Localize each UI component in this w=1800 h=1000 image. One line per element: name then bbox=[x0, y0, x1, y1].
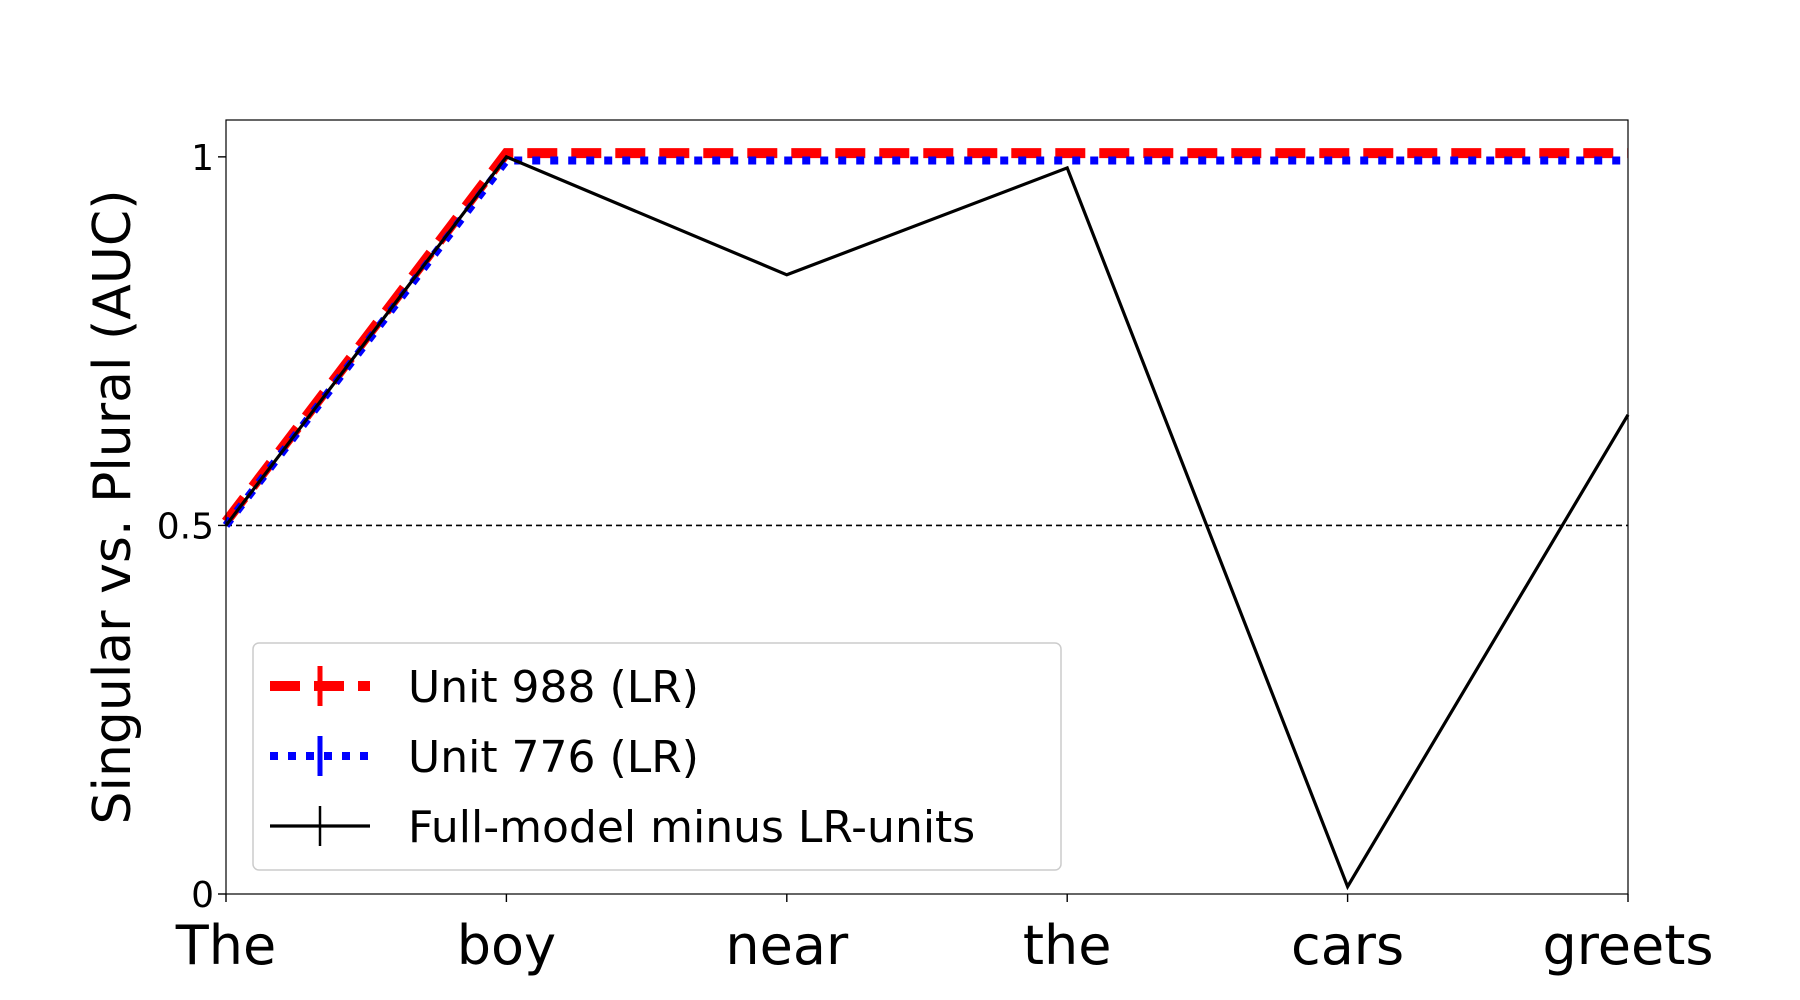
x-tick-label-1: The bbox=[175, 914, 276, 977]
legend: Unit 988 (LR) Unit 776 (LR) Full-model min… bbox=[252, 642, 1062, 871]
legend-label-3: Full-model minus LR-units bbox=[408, 802, 975, 853]
x-tick-label-3: near bbox=[725, 914, 849, 977]
series-line-2 bbox=[222, 156, 1628, 528]
x-axis: The boy near the cars greets bbox=[175, 894, 1714, 977]
y-tick-label-1: 0 bbox=[191, 875, 214, 916]
series-line-1 bbox=[222, 148, 1628, 525]
y-tick-label-2: 0.5 bbox=[157, 506, 214, 547]
legend-box bbox=[252, 642, 1062, 871]
y-axis: 00.51 bbox=[157, 138, 226, 916]
x-tick-label-5: cars bbox=[1291, 914, 1404, 977]
y-tick-label-3: 1 bbox=[191, 138, 214, 179]
x-tick-label-2: boy bbox=[457, 914, 556, 977]
series-line-3 bbox=[224, 154, 1630, 891]
y-axis-label: Singular vs. Plural (AUC) bbox=[83, 189, 143, 824]
x-tick-label-6: greets bbox=[1542, 914, 1713, 977]
plot-frame bbox=[225, 119, 1629, 895]
x-tick-label-4: the bbox=[1023, 914, 1112, 977]
legend-label-1: Unit 988 (LR) bbox=[408, 662, 699, 713]
legend-label-2: Unit 776 (LR) bbox=[408, 732, 699, 783]
